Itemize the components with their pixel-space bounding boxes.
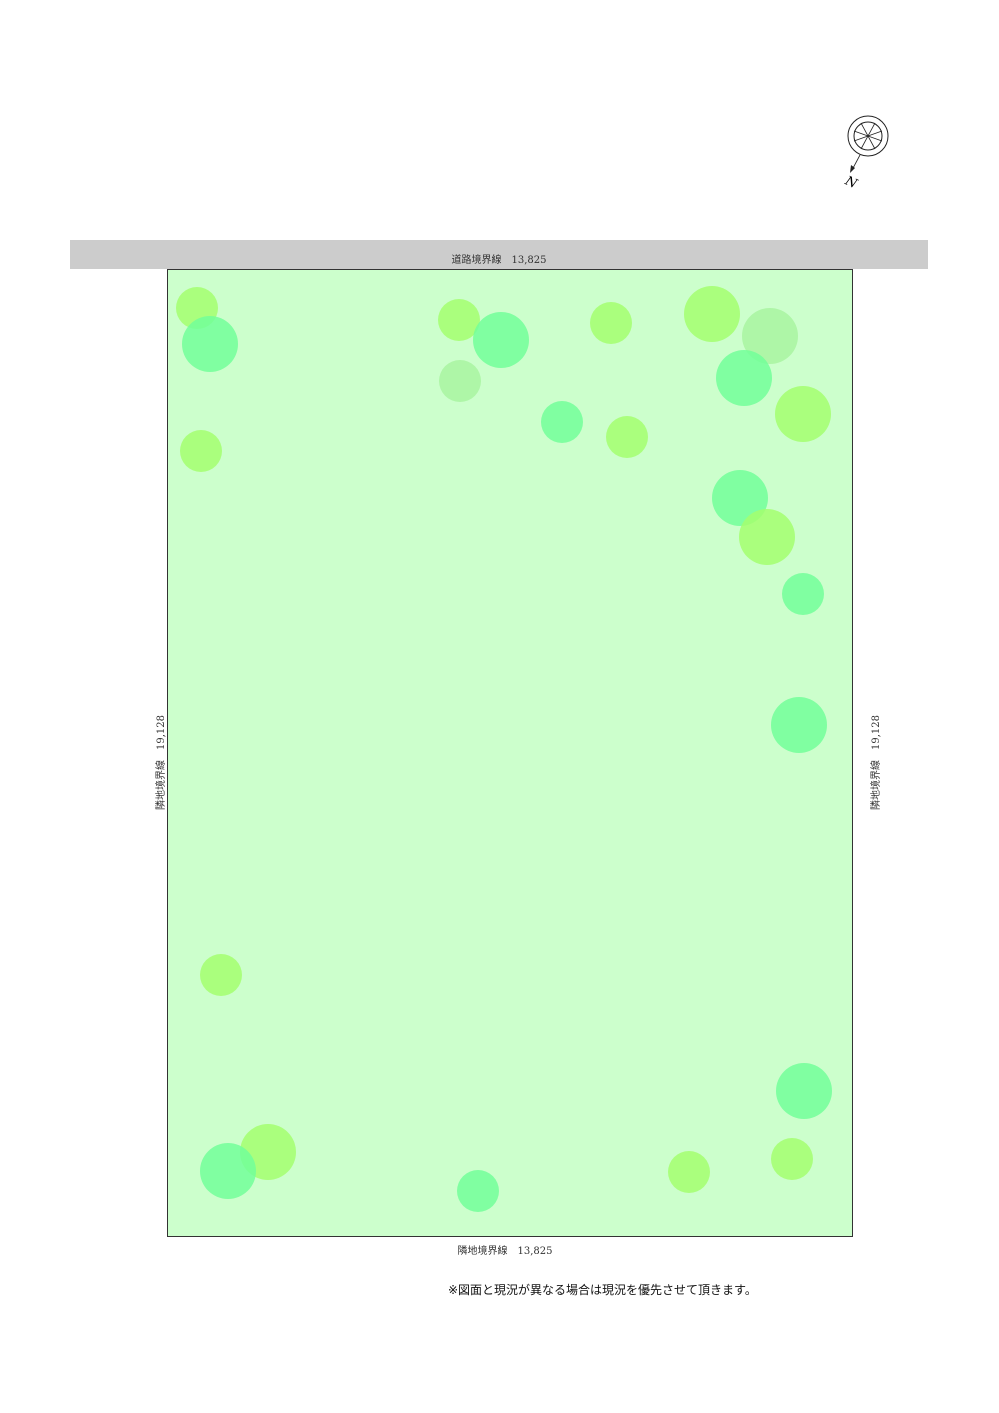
disclaimer-note: ※図面と現況が異なる場合は現況を優先させて頂きます。 — [448, 1283, 757, 1297]
tree — [590, 302, 632, 344]
site-lot — [167, 269, 853, 1237]
tree — [606, 416, 648, 458]
tree — [541, 401, 583, 443]
tree — [473, 312, 529, 368]
north-label: N — [842, 173, 860, 190]
tree — [771, 697, 827, 753]
road-strip: 道路境界線 13,825 — [70, 240, 928, 269]
tree — [739, 509, 795, 565]
tree — [775, 386, 831, 442]
tree — [180, 430, 222, 472]
tree — [782, 573, 824, 615]
tree — [200, 954, 242, 996]
right-boundary-label: 隣地境界線 19,128 — [871, 715, 882, 810]
tree — [439, 360, 481, 402]
left-boundary-label: 隣地境界線 19,128 — [156, 715, 167, 810]
tree — [771, 1138, 813, 1180]
tree — [182, 316, 238, 372]
tree — [716, 350, 772, 406]
bottom-boundary-label: 隣地境界線 13,825 — [457, 1246, 553, 1257]
tree — [200, 1143, 256, 1199]
north-arrow-icon: N — [830, 110, 900, 194]
tree — [684, 286, 740, 342]
tree — [457, 1170, 499, 1212]
road-boundary-label: 道路境界線 13,825 — [451, 255, 547, 266]
tree — [668, 1151, 710, 1193]
tree — [776, 1063, 832, 1119]
